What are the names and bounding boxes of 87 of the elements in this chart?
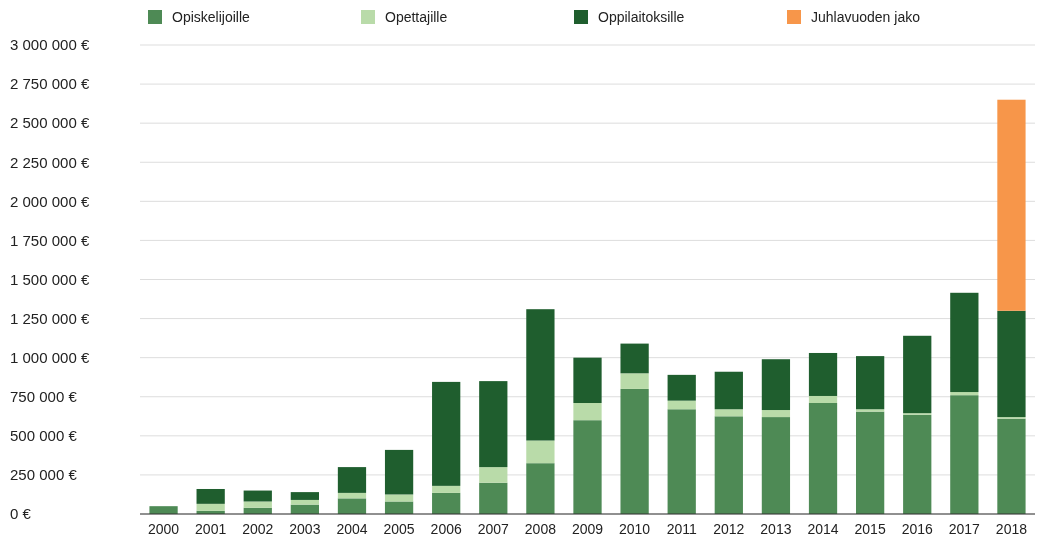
x-tick-label: 2005 <box>383 521 415 537</box>
bar <box>337 467 367 493</box>
bar <box>620 388 649 514</box>
bar <box>950 392 979 396</box>
bar <box>761 417 791 514</box>
bar <box>997 418 1026 514</box>
bar <box>903 335 932 414</box>
x-tick-label: 2009 <box>571 521 604 537</box>
y-tick-label: 1 000 000 € <box>10 348 90 366</box>
bar <box>479 482 508 514</box>
y-tick-label: 1 500 000 € <box>10 270 90 288</box>
bar <box>290 499 319 505</box>
y-tick-label: 2 500 000 € <box>10 114 90 132</box>
bar <box>808 403 838 514</box>
bar <box>714 409 743 417</box>
bar <box>243 490 272 502</box>
x-tick-label: 2006 <box>430 521 462 537</box>
bar <box>950 395 979 514</box>
x-tick-label: 2007 <box>477 521 510 537</box>
x-tick-label: 2004 <box>336 521 368 537</box>
bar <box>526 463 555 514</box>
bar <box>856 411 885 514</box>
y-tick-label: 250 000 € <box>10 466 78 484</box>
bar <box>761 359 791 411</box>
bar <box>856 409 885 412</box>
bar <box>714 371 743 410</box>
bar <box>196 488 225 504</box>
legend-label: Opiskelijoille <box>172 9 251 25</box>
x-tick-label: 2011 <box>666 521 697 537</box>
bar <box>997 99 1026 311</box>
bar <box>337 492 367 499</box>
bar <box>432 381 461 486</box>
x-tick-label: 2014 <box>807 521 839 537</box>
y-tick-label: 2 750 000 € <box>10 75 90 93</box>
bar <box>761 410 791 418</box>
bar <box>667 409 696 514</box>
bar <box>573 357 602 403</box>
bar <box>432 485 461 493</box>
x-tick-label: 2010 <box>619 521 651 537</box>
bar <box>479 381 508 468</box>
bar <box>290 492 319 500</box>
bar <box>714 416 743 514</box>
bar <box>950 292 979 393</box>
bar <box>808 352 838 396</box>
bar <box>384 501 414 514</box>
bar <box>620 343 649 374</box>
bar <box>808 395 838 403</box>
x-tick-label: 2012 <box>713 521 745 537</box>
bar <box>620 373 649 389</box>
bar <box>526 309 555 441</box>
bar <box>149 506 178 514</box>
bar <box>903 414 932 514</box>
y-tick-label: 500 000 € <box>10 427 78 445</box>
bar <box>997 310 1026 418</box>
x-tick-label: 2013 <box>760 521 792 537</box>
x-tick-label: 2003 <box>289 521 321 537</box>
y-tick-label: 750 000 € <box>10 388 78 405</box>
bar <box>856 356 885 410</box>
bar <box>384 494 414 502</box>
bar <box>243 501 272 508</box>
bar <box>573 420 602 514</box>
bar <box>432 492 461 514</box>
legend-label: Oppilaitoksille <box>598 9 685 25</box>
legend-label: Opettajille <box>385 9 448 25</box>
x-tick-label: 2002 <box>242 521 274 537</box>
x-tick-label: 2001 <box>195 521 227 537</box>
y-tick-label: 1 250 000 € <box>10 309 90 327</box>
bar <box>337 498 367 514</box>
x-tick-label: 2008 <box>524 521 557 537</box>
x-tick-label: 2018 <box>995 521 1028 537</box>
y-tick-label: 3 000 000 € <box>10 36 90 54</box>
x-tick-label: 2000 <box>147 521 180 537</box>
x-tick-label: 2016 <box>901 521 934 537</box>
y-tick-label: 1 750 000 € <box>10 231 90 249</box>
bar <box>384 449 414 495</box>
bar <box>573 403 602 421</box>
bar <box>479 467 508 483</box>
bar <box>667 374 696 401</box>
y-tick-label: 0 € <box>10 505 32 523</box>
x-tick-label: 2015 <box>854 521 886 537</box>
bar <box>196 503 225 511</box>
y-tick-label: 2 000 000 € <box>10 192 90 210</box>
bar <box>526 440 555 464</box>
y-tick-label: 2 250 000 € <box>10 153 90 171</box>
bar <box>667 400 696 410</box>
legend-label: Juhlavuoden jako <box>811 9 921 25</box>
x-tick-label: 2017 <box>948 521 981 537</box>
